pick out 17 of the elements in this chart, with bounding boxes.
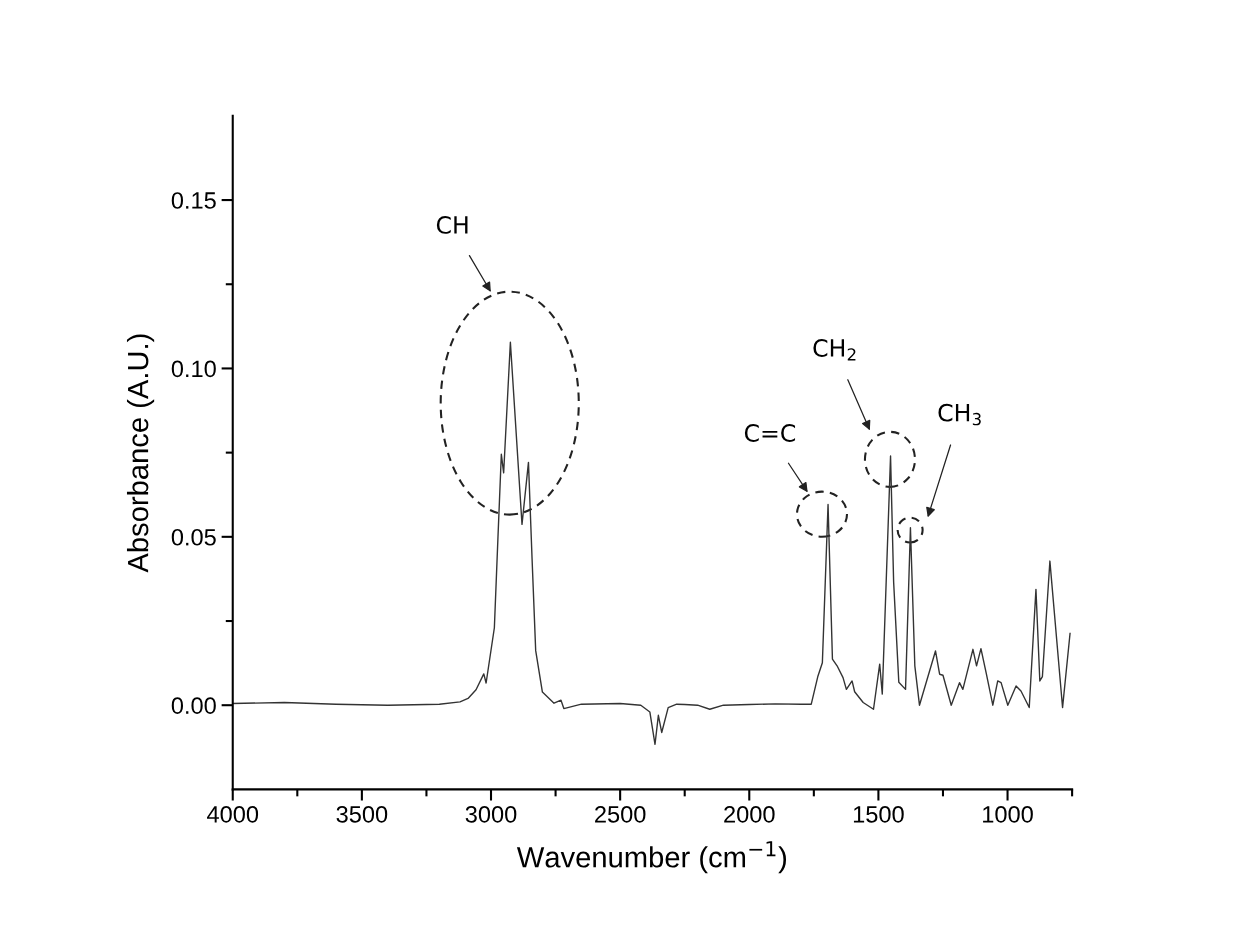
x-tick-label: 3500 (336, 805, 388, 823)
annotation: C=C (744, 424, 796, 442)
y-tick-label: 0.10 (171, 360, 216, 378)
x-tick-label: 2000 (724, 805, 775, 823)
y-axis-title: Absorbance (A.U.) (126, 334, 155, 573)
x-tick-label: 2500 (595, 805, 646, 823)
annotation: CH$_{3}$ (938, 403, 981, 426)
x-tick-label: 4000 (207, 805, 259, 823)
y-tick-label: 0.00 (171, 697, 216, 714)
y-tick-label: 0.05 (171, 528, 216, 546)
annotation: CH (436, 215, 468, 234)
annotation: CH$_{2}$ (813, 339, 856, 361)
x-tick-label: 1500 (853, 805, 904, 823)
x-tick-label: 1000 (983, 805, 1033, 823)
x-tick-label: 3000 (465, 805, 517, 823)
y-tick-label: 0.15 (171, 192, 216, 209)
x-axis-title: Wavenumber (cm$^{−1}$) (516, 841, 787, 874)
